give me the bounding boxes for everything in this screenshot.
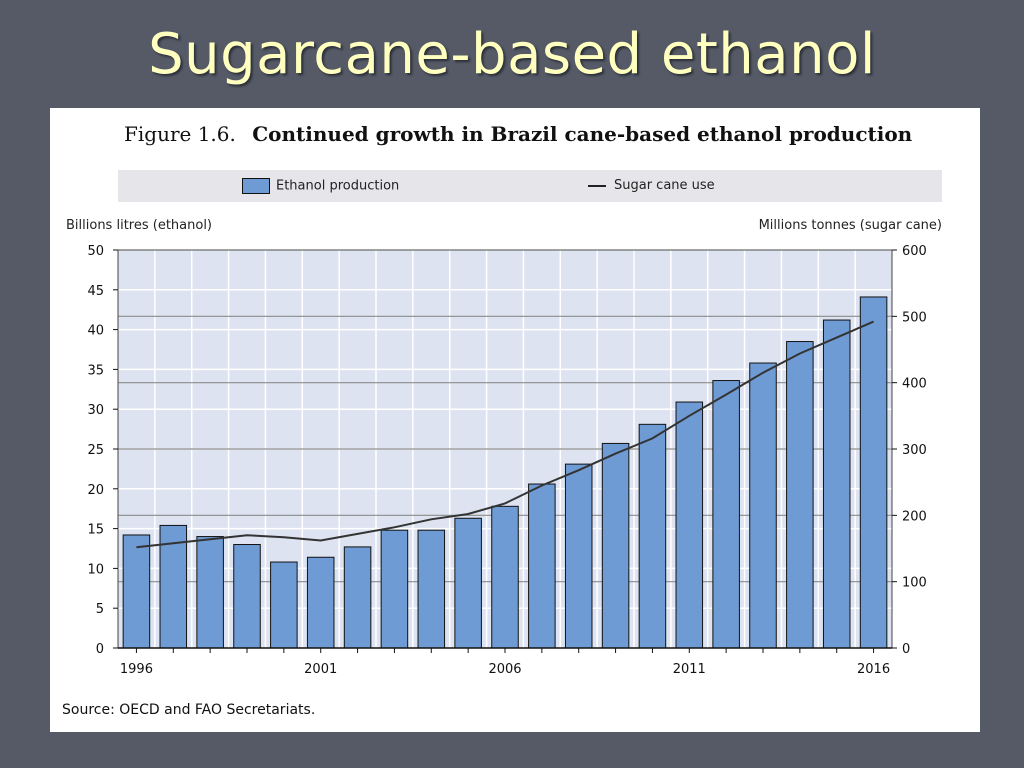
right-tick-label: 0 bbox=[902, 642, 910, 657]
bar-ethanol-2007 bbox=[528, 483, 556, 649]
figure-heading: Figure 1.6. Continued growth in Brazil c… bbox=[124, 122, 912, 146]
bar-ethanol-2003 bbox=[380, 529, 409, 649]
bar-ethanol-2015 bbox=[822, 319, 851, 649]
bar-ethanol-1996 bbox=[122, 534, 151, 649]
left-tick-label: 0 bbox=[96, 642, 104, 657]
figure-number: Figure 1.6. bbox=[124, 122, 236, 146]
bar-ethanol-2010 bbox=[638, 423, 667, 649]
left-tick-label: 10 bbox=[87, 562, 104, 577]
bar-ethanol-2014 bbox=[786, 341, 814, 649]
bar-ethanol-1999 bbox=[233, 544, 261, 649]
chart-plot: 0510152025303540455001002003004005006001… bbox=[87, 244, 927, 677]
right-tick-label: 100 bbox=[902, 576, 927, 591]
x-tick-label: 2016 bbox=[857, 662, 890, 677]
bar-ethanol-2002 bbox=[343, 546, 372, 649]
left-tick-label: 30 bbox=[87, 403, 104, 418]
left-tick-label: 5 bbox=[96, 602, 104, 617]
x-tick-label: 2006 bbox=[488, 662, 521, 677]
bar-ethanol-1998 bbox=[196, 536, 224, 649]
legend-item-sugarcane: Sugar cane use bbox=[588, 178, 715, 193]
left-tick-label: 50 bbox=[87, 244, 104, 259]
bar-ethanol-1997 bbox=[159, 524, 188, 649]
legend-line-swatch bbox=[588, 184, 606, 187]
chart-legend: Ethanol production Sugar cane use bbox=[118, 170, 942, 202]
legend-label-ethanol: Ethanol production bbox=[276, 178, 400, 194]
figure-title: Continued growth in Brazil cane-based et… bbox=[252, 122, 913, 146]
x-tick-label: 2001 bbox=[304, 662, 337, 677]
line-sugar-cane-use bbox=[136, 320, 874, 549]
right-tick-label: 500 bbox=[902, 310, 927, 325]
right-tick-label: 400 bbox=[902, 377, 927, 392]
bar-ethanol-2011 bbox=[675, 401, 704, 649]
figure-card: Figure 1.6. Continued growth in Brazil c… bbox=[50, 108, 980, 732]
right-tick-label: 200 bbox=[902, 509, 927, 524]
left-axis-unit-label: Billions litres (ethanol) bbox=[66, 218, 212, 233]
legend-item-ethanol: Ethanol production bbox=[242, 178, 399, 194]
right-axis-unit-label: Millions tonnes (sugar cane) bbox=[758, 218, 942, 233]
source-note: Source: OECD and FAO Secretariats. bbox=[62, 702, 316, 718]
bar-ethanol-2004 bbox=[417, 529, 446, 649]
right-tick-label: 600 bbox=[902, 244, 927, 259]
bar-ethanol-2000 bbox=[270, 561, 298, 649]
bar-ethanol-2001 bbox=[306, 556, 335, 649]
left-tick-label: 15 bbox=[87, 523, 104, 538]
right-tick-label: 300 bbox=[902, 443, 927, 458]
legend-label-sugarcane: Sugar cane use bbox=[614, 178, 715, 193]
bar-ethanol-2012 bbox=[712, 380, 740, 649]
bar-ethanol-2006 bbox=[491, 505, 519, 649]
legend-bar-swatch bbox=[242, 178, 270, 194]
left-tick-label: 20 bbox=[87, 483, 104, 498]
left-tick-label: 25 bbox=[87, 443, 104, 458]
x-tick-label: 1996 bbox=[120, 662, 153, 677]
x-tick-label: 2011 bbox=[673, 662, 706, 677]
left-tick-label: 35 bbox=[87, 363, 104, 378]
bar-ethanol-2008 bbox=[564, 463, 593, 649]
left-tick-label: 40 bbox=[87, 324, 104, 339]
bar-ethanol-2016 bbox=[859, 296, 888, 649]
slide-title: Sugarcane-based ethanol bbox=[148, 22, 876, 87]
bar-ethanol-2013 bbox=[749, 362, 777, 649]
bar-ethanol-2005 bbox=[454, 517, 482, 649]
left-tick-label: 45 bbox=[87, 284, 104, 299]
bar-ethanol-2009 bbox=[601, 442, 630, 649]
